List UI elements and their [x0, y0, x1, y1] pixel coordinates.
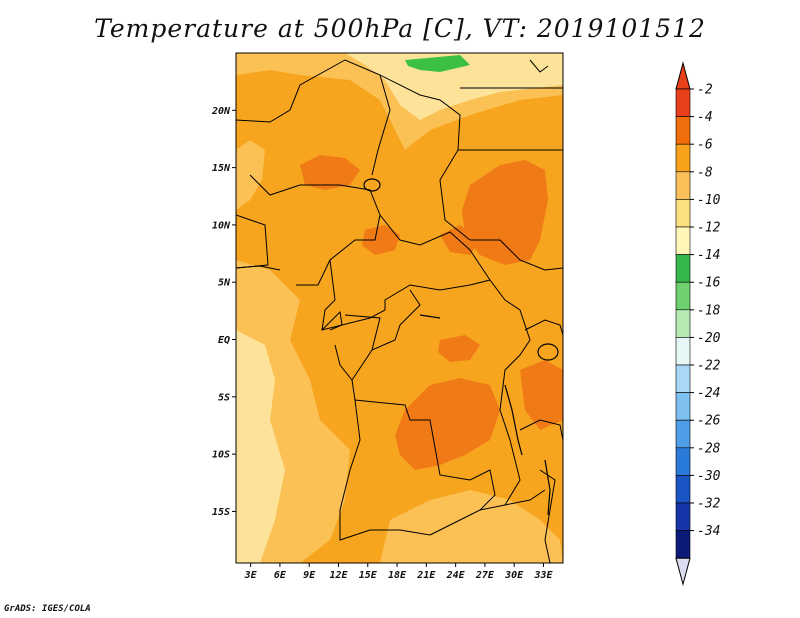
- colorbar-swatch: [675, 226, 691, 255]
- latitude-axis: 20N 15N 10N 5N EQ 5S 10S 15S: [211, 106, 236, 518]
- lat-tick-label: EQ: [218, 335, 230, 346]
- colorbar-label: -16: [697, 276, 721, 291]
- colorbar-swatch: [675, 171, 691, 200]
- colorbar-bottom-arrow: [675, 557, 691, 587]
- colorbar-label: -22: [697, 359, 721, 374]
- border-uganda: [524, 319, 563, 336]
- field-warm-spot-3: [520, 360, 563, 430]
- colorbar-label: -26: [697, 414, 721, 429]
- border-malawi: [539, 469, 556, 563]
- colorbar-label: -6: [697, 138, 713, 153]
- lon-tick-label: 30E: [504, 570, 524, 581]
- border-congo-drc: [371, 289, 421, 351]
- colorbar-swatch: [675, 502, 691, 531]
- field-warm-spot-1: [362, 225, 400, 255]
- colorbar-label: -12: [697, 221, 721, 236]
- country-borders: [236, 59, 563, 563]
- colorbar-label: -10: [697, 193, 721, 208]
- chart-title: Temperature at 500hPa [C], VT: 201910151…: [94, 14, 706, 43]
- colorbar-swatch: [675, 475, 691, 504]
- lon-tick-label: 6E: [274, 570, 287, 581]
- colorbar-swatch: [675, 281, 691, 311]
- lat-tick-label: 5N: [218, 278, 231, 289]
- lon-tick-label: 9E: [303, 570, 316, 581]
- colorbar-swatch: [675, 530, 691, 559]
- border-chad-sudan: [379, 74, 471, 241]
- border-nile-delta: [529, 59, 549, 73]
- colorbar-swatch: [675, 309, 691, 338]
- colorbar-top-arrow: [675, 61, 691, 90]
- lat-tick-label: 15S: [212, 507, 230, 518]
- colorbar-swatch: [675, 447, 691, 476]
- lon-tick-label: 27E: [475, 570, 495, 581]
- colorbar-swatch: [675, 199, 691, 228]
- longitude-axis: 3E 6E 9E 12E 15E 18E 21E 24E 27E 30E 33E: [244, 563, 553, 581]
- temperature-field: [236, 53, 563, 563]
- border-zambia: [429, 489, 546, 536]
- lon-tick-label: 18E: [388, 570, 407, 581]
- lon-tick-label: 15E: [359, 570, 378, 581]
- border-gabon-congo: [334, 314, 381, 381]
- colorbar-label: -24: [697, 386, 720, 401]
- lat-tick-label: 15N: [212, 163, 231, 174]
- border-tanzania: [519, 419, 563, 441]
- colorbar-label: -32: [697, 497, 721, 512]
- lake-tanganyika: [504, 384, 523, 456]
- colorbar-label: -18: [697, 303, 721, 318]
- field-warm-spot-2: [438, 335, 480, 362]
- lon-tick-label: 24E: [446, 570, 466, 581]
- border-algeria-niger: [236, 59, 391, 176]
- grads-credit: GrADS: IGES/COLA: [4, 604, 91, 614]
- colorbar-label: -28: [697, 441, 721, 456]
- lon-tick-label: 21E: [416, 570, 436, 581]
- border-eq-guinea: [321, 310, 343, 331]
- field-warm-core-east: [462, 160, 548, 265]
- colorbar-label: -34: [697, 524, 720, 539]
- field-green-north: [405, 55, 470, 72]
- colorbar-label: -8: [697, 165, 713, 180]
- lat-tick-label: 5S: [218, 392, 230, 403]
- colorbar-swatch: [675, 419, 691, 449]
- field-warm-core-north: [300, 155, 360, 190]
- colorbar-swatch: [675, 116, 691, 145]
- colorbar-label: -14: [697, 248, 720, 263]
- colorbar-swatch: [675, 392, 691, 421]
- lat-tick-label: 20N: [211, 106, 231, 117]
- field-light-south: [380, 490, 563, 563]
- colorbar-swatch: [675, 88, 691, 117]
- border-cameroon: [321, 259, 386, 331]
- border-angola-namibia: [339, 399, 431, 541]
- colorbar: -2 -4 -6 -8 -10 -12 -14 -16 -18 -20 -22 -24 -26 -28 -3…: [675, 61, 721, 587]
- colorbar-swatch: [675, 143, 691, 173]
- border-south-sudan: [470, 239, 563, 271]
- colorbar-swatch: [675, 337, 691, 366]
- river-marker-1: [419, 314, 441, 319]
- lon-tick-label: 12E: [329, 570, 348, 581]
- field-pale-southwest: [236, 330, 285, 563]
- field-pale-north: [345, 53, 563, 120]
- colorbar-label: -2: [697, 83, 713, 98]
- colorbar-swatch: [675, 254, 691, 283]
- colorbar-label: -4: [697, 110, 713, 125]
- field-warm-core-south: [395, 378, 500, 470]
- lake-victoria: [537, 343, 559, 361]
- colorbar-swatch: [675, 364, 691, 393]
- lake-chad: [363, 178, 381, 192]
- colorbar-label: -30: [697, 469, 721, 484]
- lon-tick-label: 33E: [533, 570, 553, 581]
- lat-tick-label: 10N: [212, 220, 231, 231]
- coast-guinea-gulf: [236, 265, 281, 271]
- border-drc-east: [489, 279, 531, 506]
- colorbar-label: -20: [697, 331, 721, 346]
- lake-malawi: [544, 459, 551, 516]
- lakes: [363, 178, 559, 516]
- lat-tick-label: 10S: [212, 450, 230, 461]
- border-angola-drc: [351, 379, 496, 511]
- lon-tick-label: 3E: [244, 570, 258, 581]
- map-frame: [235, 52, 564, 564]
